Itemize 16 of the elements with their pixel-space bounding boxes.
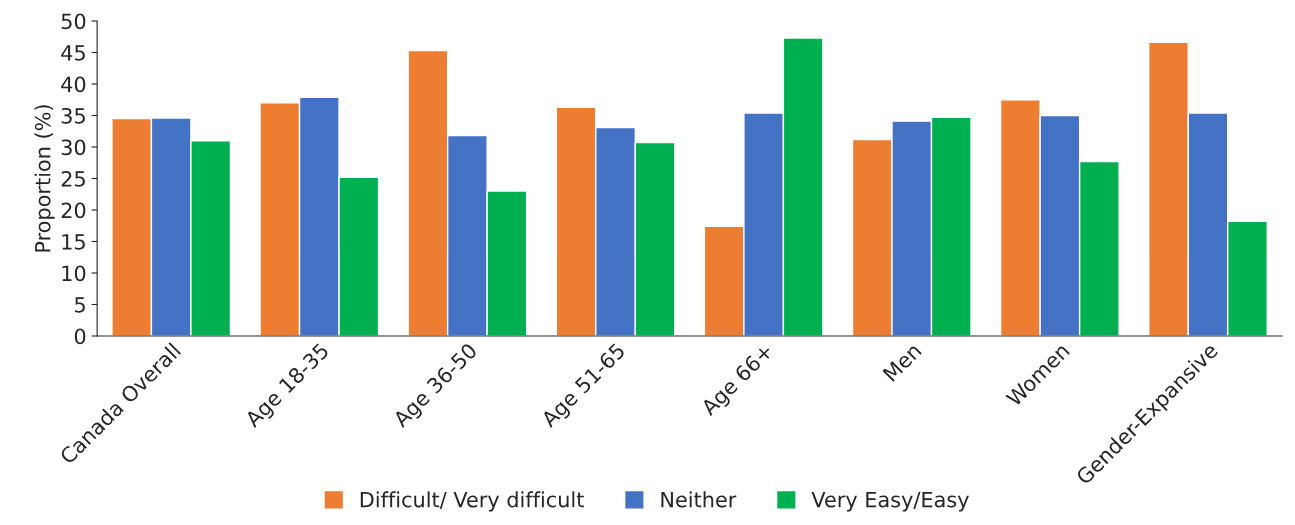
y-tick-label: 40	[61, 76, 86, 93]
x-tick-label: Age 66+	[699, 342, 777, 420]
y-tick-label: 5	[75, 297, 85, 313]
legend-label: Difficult/ Very difficult	[360, 491, 584, 512]
legend-label: Neither	[661, 491, 737, 508]
y-tick-label: 10	[62, 265, 86, 282]
y-tick-label: 15	[62, 234, 85, 250]
y-tick-label: 25	[61, 170, 85, 187]
y-tick-label: 45	[61, 45, 85, 61]
y-tick-label: 20	[61, 202, 86, 219]
y-tick-label: 35	[61, 107, 85, 124]
y-tick-label: 0	[74, 328, 86, 345]
legend-label: Very Easy/Easy	[811, 491, 969, 512]
y-tick-label: 30	[61, 139, 86, 156]
y-axis-title: Proportion (%)	[34, 105, 55, 252]
y-tick-label: 50	[61, 13, 86, 30]
